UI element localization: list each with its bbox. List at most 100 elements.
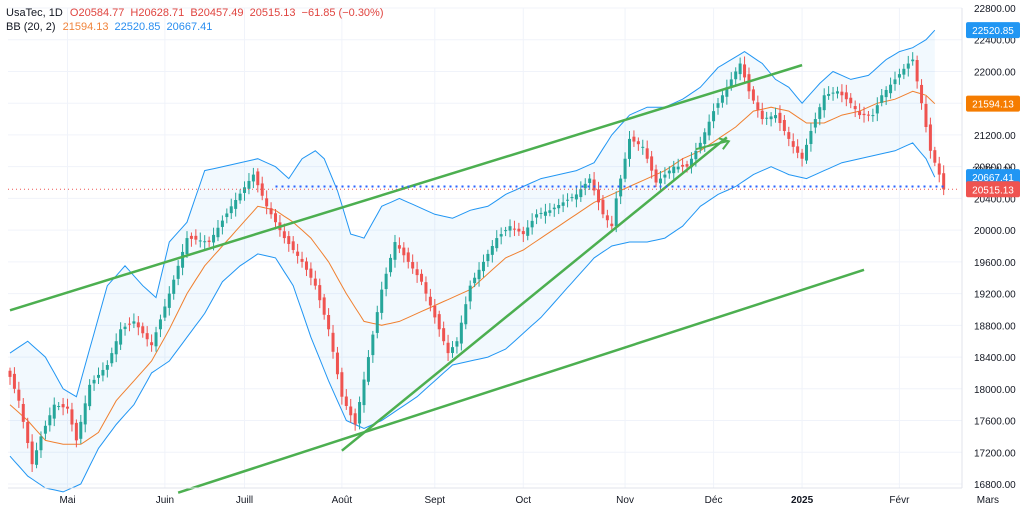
chart-legend: UsaTec, 1D O20584.77 H20628.71 B20457.49…	[6, 6, 387, 34]
candle-body	[893, 79, 897, 85]
y-tick-label: 19600.00	[974, 258, 1016, 269]
candle-body	[579, 189, 583, 198]
legend-symbol: UsaTec, 1D	[6, 7, 63, 19]
candle-body	[619, 178, 623, 197]
candle-body	[61, 404, 65, 408]
candle-body	[517, 228, 521, 232]
candle-body	[437, 314, 441, 330]
candle-body	[512, 228, 516, 230]
bb-basis-line	[9, 90, 936, 445]
candle-body	[535, 214, 539, 218]
candle-body	[43, 425, 47, 434]
x-tick-label: Juill	[236, 495, 253, 506]
candle-body	[530, 220, 534, 228]
candle-body	[716, 103, 720, 108]
candle-body	[114, 341, 118, 355]
legend-change: −61.85 (−0.30%)	[301, 7, 384, 19]
candle-body	[765, 117, 769, 119]
candle-body	[813, 119, 817, 128]
candle-body	[442, 328, 446, 342]
y-tick-label: 22800.00	[974, 4, 1016, 15]
x-tick-label: Déc	[705, 495, 723, 506]
candle-body	[681, 164, 685, 167]
y-tick-label: 22000.00	[974, 67, 1016, 78]
candle-body	[924, 103, 928, 127]
candle-body	[902, 68, 906, 75]
x-tick-label: Mai	[59, 495, 75, 506]
candle-body	[127, 323, 131, 325]
candle-body	[274, 213, 277, 223]
candle-body	[592, 179, 596, 191]
candle-body	[158, 319, 162, 330]
candle-body	[83, 403, 87, 425]
candle-body	[136, 322, 140, 328]
candle-body	[371, 334, 375, 356]
candle-body	[650, 156, 654, 171]
candle-body	[101, 369, 105, 376]
candle-body	[597, 189, 601, 203]
price-tag-bg	[966, 95, 1020, 112]
candle-body	[459, 322, 463, 344]
candle-body	[539, 212, 543, 214]
legend-close: 20515.13	[249, 7, 296, 19]
candle-body	[296, 251, 300, 256]
candle-body	[74, 422, 78, 441]
candle-body	[769, 116, 773, 120]
candle-body	[712, 111, 716, 122]
candle-body	[521, 231, 525, 235]
arrow-head	[718, 137, 731, 150]
candle-body	[778, 112, 782, 124]
candle-body	[433, 305, 437, 318]
price-tag-label: 22520.85	[972, 26, 1014, 37]
x-tick-label: Août	[332, 495, 353, 506]
candle-body	[858, 111, 862, 116]
candle-body	[552, 207, 556, 210]
candle-body	[335, 352, 339, 375]
candle-body	[119, 329, 123, 345]
price-tag-label: 20667.41	[972, 173, 1014, 184]
candle-body	[676, 166, 680, 170]
price-tag-bg	[966, 169, 1020, 186]
candle-body	[729, 79, 733, 87]
x-tick-label: Oct	[516, 495, 532, 506]
candle-body	[906, 63, 910, 69]
price-tag-label: 20515.13	[972, 185, 1014, 196]
candle-body	[796, 146, 800, 153]
y-tick-label: 20400.00	[974, 194, 1016, 205]
x-tick-label: Nov	[616, 495, 634, 506]
candle-body	[420, 273, 424, 282]
candle-body	[304, 261, 308, 270]
candle-body	[141, 326, 145, 334]
candle-body	[853, 106, 857, 110]
trend-line	[177, 268, 865, 494]
candle-body	[738, 63, 742, 75]
candle-body	[667, 170, 671, 174]
candle-body	[610, 223, 614, 227]
candle-body	[645, 148, 649, 159]
candle-body	[818, 107, 822, 119]
candle-body	[840, 91, 844, 96]
candle-body	[145, 333, 149, 340]
candle-body	[397, 245, 401, 249]
candle-body	[220, 220, 224, 227]
candle-body	[406, 252, 410, 262]
candle-body	[57, 405, 61, 407]
candle-body	[123, 326, 127, 330]
candle-body	[446, 342, 450, 354]
candle-body	[389, 257, 393, 273]
candle-body	[583, 183, 587, 189]
candle-body	[663, 174, 667, 178]
candle-body	[313, 278, 317, 286]
candle-body	[318, 285, 322, 301]
candle-body	[508, 226, 512, 231]
bb-lower-line	[9, 142, 936, 493]
candle-body	[862, 113, 866, 116]
candle-body	[911, 59, 915, 62]
price-tag-bg	[966, 22, 1020, 39]
candle-body	[720, 95, 724, 103]
candle-body	[734, 71, 738, 80]
candle-body	[291, 241, 295, 250]
trend-line	[341, 136, 728, 452]
